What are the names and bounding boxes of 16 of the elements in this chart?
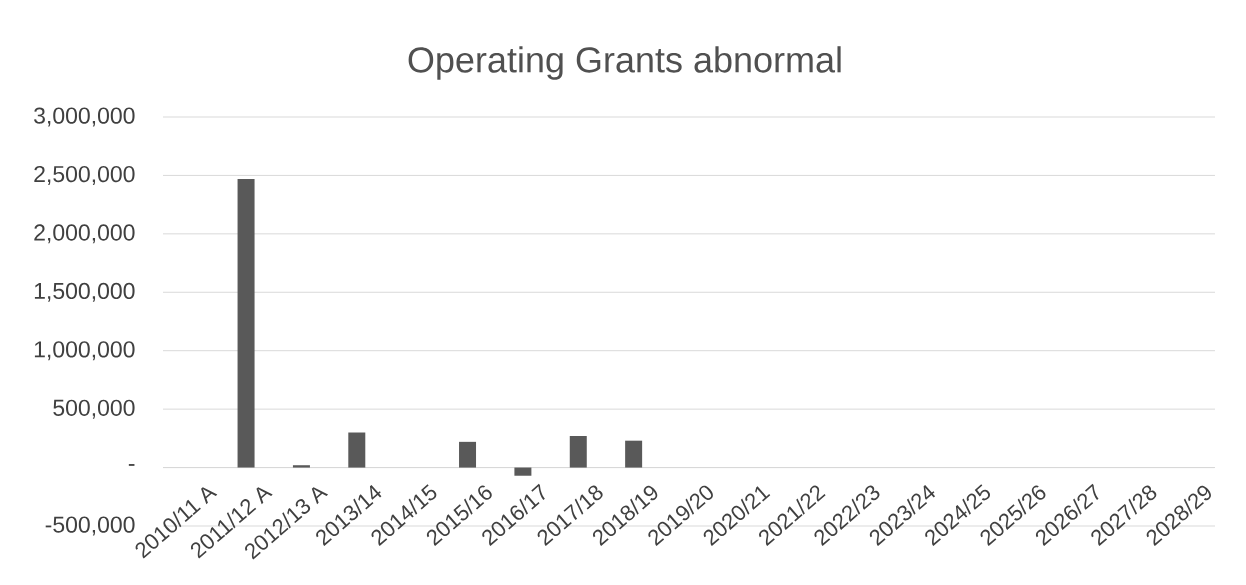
bar <box>514 467 532 476</box>
y-tick-label: 1,500,000 <box>34 282 135 302</box>
y-tick-label: 2,500,000 <box>34 165 135 185</box>
y-tick-label: 500,000 <box>53 399 135 419</box>
y-tick-label: - <box>128 464 135 466</box>
bar <box>237 178 255 468</box>
y-tick-label: 3,000,000 <box>34 107 135 127</box>
y-tick-label: 2,000,000 <box>34 224 135 244</box>
bar <box>569 436 587 468</box>
y-tick-label: 1,000,000 <box>34 341 135 361</box>
bar <box>459 441 477 468</box>
bar <box>625 440 643 468</box>
y-tick-label: -500,000 <box>45 516 135 536</box>
bar <box>292 465 310 468</box>
bar <box>348 432 366 468</box>
chart-title: Operating Grants abnormal <box>408 46 841 80</box>
